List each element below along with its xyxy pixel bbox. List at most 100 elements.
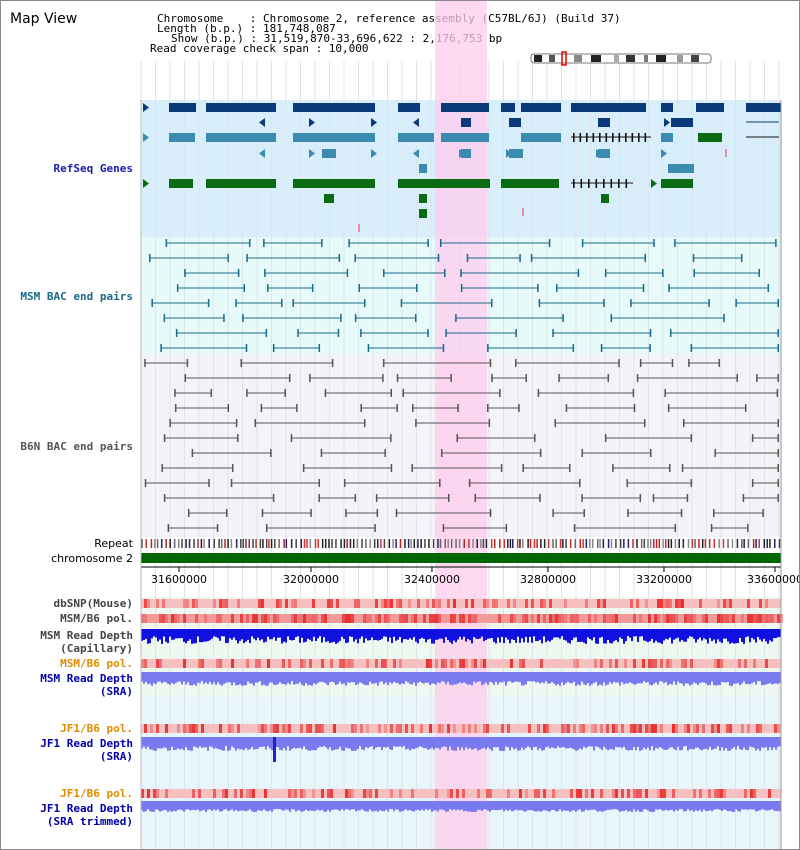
read-depth-bar xyxy=(177,737,179,749)
read-depth-bar xyxy=(753,672,755,683)
read-depth-bar xyxy=(493,629,495,642)
pol-mark xyxy=(252,614,255,623)
bac-end xyxy=(265,524,268,532)
bac-end xyxy=(348,239,350,247)
read-depth-bar xyxy=(677,672,679,682)
read-depth-bar xyxy=(221,629,223,637)
read-depth-bar xyxy=(365,801,367,812)
repeat-mark xyxy=(747,539,750,548)
read-depth-bar xyxy=(647,737,649,748)
read-depth-bar xyxy=(267,737,269,747)
label-b6n-bac-text: B6N BAC end pairs xyxy=(20,440,133,453)
gene-exon xyxy=(509,149,523,158)
repeat-mark xyxy=(597,539,599,548)
read-depth-bar xyxy=(483,629,485,642)
gene-exon xyxy=(293,103,375,112)
read-depth-bar xyxy=(587,737,589,747)
read-depth-bar xyxy=(255,737,257,749)
pol-mark xyxy=(375,659,378,668)
bac-end xyxy=(360,404,362,412)
pol-mark xyxy=(609,614,612,623)
read-depth-bar xyxy=(661,737,663,749)
read-depth-bar xyxy=(771,737,773,750)
read-depth-bar xyxy=(669,672,671,684)
read-depth-bar xyxy=(487,737,489,748)
repeat-mark xyxy=(741,539,743,548)
read-depth-bar xyxy=(393,737,395,747)
repeat-mark xyxy=(270,539,273,548)
pol-mark xyxy=(366,724,369,733)
read-depth-bar xyxy=(247,737,249,750)
read-depth-bar xyxy=(289,629,291,640)
read-depth-bar xyxy=(725,629,727,639)
read-depth-bar xyxy=(637,629,639,643)
gene-marker xyxy=(725,149,727,157)
read-depth-bar xyxy=(729,672,731,686)
repeat-mark xyxy=(248,539,251,548)
read-depth-bar xyxy=(473,737,475,749)
read-depth-bar xyxy=(581,629,583,642)
repeat-mark xyxy=(490,539,493,548)
pol-mark xyxy=(492,599,495,608)
pol-mark xyxy=(594,659,597,668)
read-depth-bar xyxy=(387,629,389,642)
bac-end xyxy=(583,509,585,517)
read-depth-bar xyxy=(233,801,235,812)
read-depth-bar xyxy=(577,801,579,811)
read-depth-bar xyxy=(555,629,557,638)
pol-mark xyxy=(264,789,267,798)
axis-tick-label: 32800000 xyxy=(520,573,576,586)
read-depth-bar xyxy=(731,629,733,643)
read-depth-bar xyxy=(195,629,197,644)
pol-mark xyxy=(186,724,189,733)
gene-strand-arrow xyxy=(259,149,265,158)
gene-exon xyxy=(398,103,420,112)
read-depth-bar xyxy=(429,672,431,685)
pol-mark xyxy=(486,789,489,798)
pol-mark xyxy=(288,659,291,668)
read-depth-bar xyxy=(543,672,545,684)
read-depth-bar xyxy=(199,629,201,643)
pol-mark xyxy=(261,724,264,733)
read-depth-bar xyxy=(667,672,669,686)
bac-end xyxy=(246,389,248,397)
bac-end xyxy=(539,494,541,502)
read-depth-bar xyxy=(427,801,429,811)
pol-mark xyxy=(285,599,288,608)
label-msm-b6-pol-2: MSM/B6 pol. xyxy=(60,657,133,670)
pol-mark xyxy=(453,599,456,608)
read-depth-bar xyxy=(539,737,541,749)
repeat-mark xyxy=(356,539,359,548)
read-depth-bar xyxy=(237,737,239,749)
read-depth-bar xyxy=(465,672,467,684)
read-depth-bar xyxy=(703,737,705,750)
read-depth-bar xyxy=(493,672,495,685)
read-depth-bar xyxy=(665,629,667,639)
read-depth-bar xyxy=(231,737,233,747)
read-depth-bar xyxy=(473,672,475,682)
read-depth-bar xyxy=(585,672,587,686)
repeat-mark xyxy=(377,539,379,548)
bac-end xyxy=(216,524,219,532)
read-depth-bar xyxy=(537,737,539,750)
bac-end xyxy=(740,254,743,262)
read-depth-bar xyxy=(733,737,735,748)
repeat-mark xyxy=(278,539,280,548)
gene-exon xyxy=(586,133,588,142)
read-depth-bar xyxy=(179,801,181,810)
bac-end xyxy=(600,344,603,352)
pol-mark xyxy=(522,614,525,623)
read-depth-bar xyxy=(263,737,265,747)
read-depth-bar xyxy=(729,801,731,811)
read-depth-bar xyxy=(415,672,417,686)
read-depth-bar xyxy=(227,672,229,683)
read-depth-bar xyxy=(649,629,651,642)
pol-mark xyxy=(585,789,588,798)
read-depth-bar xyxy=(309,629,311,640)
read-depth-bar xyxy=(167,801,169,812)
gene-exon xyxy=(501,179,559,188)
read-depth-bar xyxy=(379,801,381,811)
read-depth-bar xyxy=(691,737,693,750)
pol-mark xyxy=(630,724,633,733)
